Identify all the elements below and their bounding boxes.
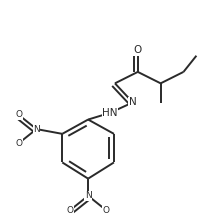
Text: O: O <box>15 110 22 119</box>
Text: N: N <box>33 125 40 133</box>
Text: N: N <box>129 97 137 107</box>
Text: N: N <box>85 191 92 200</box>
Text: HN: HN <box>102 108 118 118</box>
Text: O: O <box>134 45 142 55</box>
Text: O: O <box>15 139 22 148</box>
Text: O: O <box>67 206 74 215</box>
Text: O: O <box>102 206 110 215</box>
